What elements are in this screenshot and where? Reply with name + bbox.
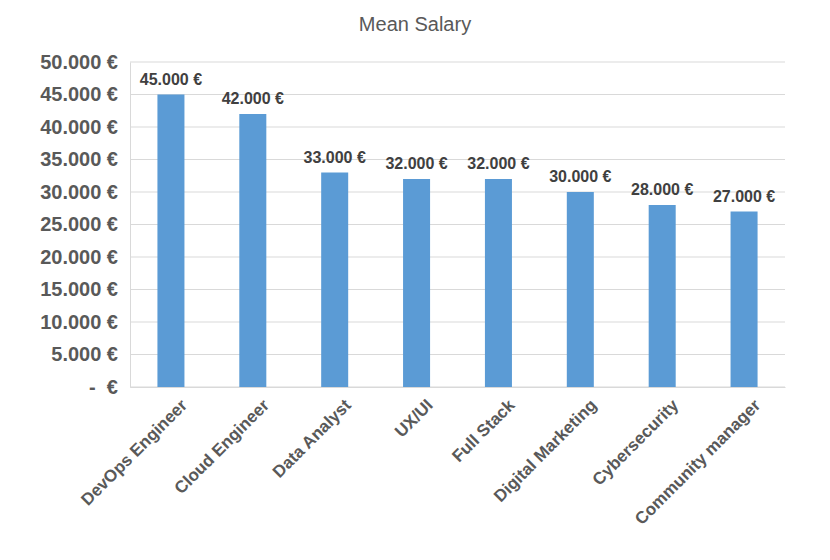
y-tick: 30.000 € bbox=[40, 181, 130, 203]
y-axis: - € 5.000 € 10.000 € 15.000 € 20.000 € 25.000… bbox=[40, 51, 130, 398]
chart-title: Mean Salary bbox=[359, 13, 471, 35]
y-tick-label: 50.000 € bbox=[40, 51, 118, 73]
x-tick: Full Stack bbox=[448, 387, 519, 466]
data-label: 30.000 € bbox=[549, 168, 611, 185]
data-label: 45.000 € bbox=[140, 71, 202, 88]
grid-line bbox=[130, 62, 785, 63]
data-labels: 45.000 € 42.000 € 33.000 € 32.000 € 32.000 €… bbox=[140, 71, 776, 205]
y-tick: 40.000 € bbox=[40, 116, 130, 138]
x-tick-label: Digital Marketing bbox=[490, 396, 600, 506]
bar bbox=[649, 205, 676, 387]
data-label: 32.000 € bbox=[385, 155, 447, 172]
x-tick-label: Cybersecurity bbox=[589, 395, 683, 489]
y-tick-label: 30.000 € bbox=[40, 181, 118, 203]
bar bbox=[321, 173, 348, 388]
bars bbox=[157, 95, 757, 388]
chart-svg: Mean Salary - € 5.000 € 10.000 € 15.000 € 20.… bbox=[0, 0, 830, 560]
y-tick: 35.000 € bbox=[40, 148, 130, 170]
bar bbox=[485, 179, 512, 387]
bar bbox=[157, 95, 184, 388]
y-tick-label: - € bbox=[89, 376, 118, 398]
y-tick: 10.000 € bbox=[40, 311, 130, 333]
data-label: 27.000 € bbox=[713, 188, 775, 205]
x-tick-label: UX/UI bbox=[391, 396, 436, 441]
chart-container: Mean Salary - € 5.000 € 10.000 € 15.000 € 20.… bbox=[0, 0, 830, 560]
x-tick-label: Data Analyst bbox=[269, 395, 355, 481]
bar bbox=[403, 179, 430, 387]
x-tick-label: Community manager bbox=[631, 395, 764, 528]
y-tick-label: 20.000 € bbox=[40, 246, 118, 268]
data-label: 32.000 € bbox=[467, 155, 529, 172]
x-tick-label: Cloud Engineer bbox=[171, 395, 274, 498]
grid-line bbox=[130, 387, 785, 388]
x-tick: UX/UI bbox=[391, 387, 436, 441]
data-label: 33.000 € bbox=[304, 149, 366, 166]
y-tick: 25.000 € bbox=[40, 213, 130, 235]
y-tick: 45.000 € bbox=[40, 83, 130, 105]
data-label: 42.000 € bbox=[222, 90, 284, 107]
grid-line bbox=[130, 127, 785, 128]
y-tick: - € bbox=[89, 376, 130, 398]
x-tick-label: DevOps Engineer bbox=[77, 395, 191, 509]
grid-line bbox=[130, 289, 785, 290]
y-tick-label: 25.000 € bbox=[40, 213, 118, 235]
y-tick-label: 45.000 € bbox=[40, 83, 118, 105]
x-tick: Cybersecurity bbox=[589, 387, 683, 489]
data-label: 28.000 € bbox=[631, 181, 693, 198]
bar bbox=[731, 212, 758, 388]
y-tick-label: 10.000 € bbox=[40, 311, 118, 333]
x-tick-label: Full Stack bbox=[448, 395, 519, 466]
grid-line bbox=[130, 159, 785, 160]
grid-line bbox=[130, 354, 785, 355]
x-tick: Cloud Engineer bbox=[171, 387, 274, 498]
y-tick: 20.000 € bbox=[40, 246, 130, 268]
x-axis: DevOps EngineerCloud EngineerData Analys… bbox=[77, 387, 785, 529]
y-tick-label: 15.000 € bbox=[40, 278, 118, 300]
x-tick: Data Analyst bbox=[269, 387, 355, 481]
y-tick-label: 35.000 € bbox=[40, 148, 118, 170]
y-tick-label: 5.000 € bbox=[51, 343, 118, 365]
grid bbox=[130, 62, 785, 387]
y-tick: 5.000 € bbox=[51, 343, 130, 365]
y-tick: 15.000 € bbox=[40, 278, 130, 300]
x-tick: Community manager bbox=[631, 387, 764, 529]
x-tick: DevOps Engineer bbox=[77, 387, 191, 509]
y-axis-line bbox=[130, 63, 131, 388]
x-axis-line bbox=[131, 387, 786, 388]
bar bbox=[567, 192, 594, 387]
y-tick-label: 40.000 € bbox=[40, 116, 118, 138]
grid-line bbox=[130, 224, 785, 225]
bar bbox=[239, 114, 266, 387]
x-tick: Digital Marketing bbox=[490, 387, 600, 506]
y-tick: 50.000 € bbox=[40, 51, 130, 73]
grid-line bbox=[130, 322, 785, 323]
grid-line bbox=[130, 257, 785, 258]
